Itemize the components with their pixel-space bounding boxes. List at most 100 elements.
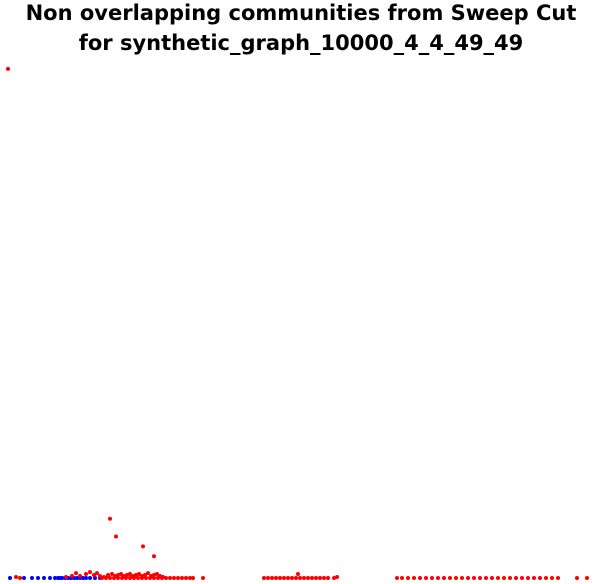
scatter-point-s1-84 xyxy=(412,576,416,580)
scatter-point-s1-59 xyxy=(191,576,195,580)
scatter-point-s1-17 xyxy=(106,573,110,577)
scatter-point-s1-27 xyxy=(137,572,141,576)
scatter-point-s1-97 xyxy=(490,576,494,580)
scatter-point-s1-13 xyxy=(92,573,96,577)
scatter-point-s1-14 xyxy=(95,571,99,576)
scatter-point-s1-71 xyxy=(302,576,306,580)
scatter-point-s1-54 xyxy=(172,576,176,580)
scatter-point-s1-89 xyxy=(442,576,446,580)
scatter-point-s1-8 xyxy=(70,574,74,578)
scatter-point-s1-39 xyxy=(112,576,116,580)
chart-title-line-1: Non overlapping communities from Sweep C… xyxy=(26,1,577,25)
scatter-point-s1-47 xyxy=(144,576,148,580)
scatter-point-s1-60 xyxy=(201,576,205,580)
scatter-point-s1-69 xyxy=(294,576,298,580)
scatter-point-s1-70 xyxy=(298,576,302,580)
scatter-point-s1-91 xyxy=(454,576,458,580)
scatter-point-s0-17 xyxy=(84,576,88,580)
scatter-point-s1-94 xyxy=(472,576,476,580)
scatter-point-s1-3 xyxy=(141,544,145,549)
scatter-point-s1-98 xyxy=(496,576,500,580)
scatter-point-s1-36 xyxy=(100,576,104,580)
scatter-point-s0-5 xyxy=(48,576,52,580)
scatter-point-s1-77 xyxy=(326,576,330,580)
scatter-point-s1-43 xyxy=(128,576,132,580)
scatter-point-s1-45 xyxy=(136,576,140,580)
scatter-point-s1-42 xyxy=(124,576,128,580)
scatter-point-s1-30 xyxy=(146,571,150,576)
scatter-point-s1-107 xyxy=(550,576,554,580)
scatter-point-s1-2 xyxy=(114,534,118,539)
scatter-point-s1-52 xyxy=(164,576,168,580)
scatter-point-s1-108 xyxy=(556,576,560,580)
scatter-point-s1-62 xyxy=(266,576,270,580)
scatter-point-s1-57 xyxy=(184,576,188,580)
scatter-point-s1-63 xyxy=(270,576,274,580)
scatter-point-s1-6 xyxy=(18,576,22,580)
scatter-point-s0-18 xyxy=(88,576,92,580)
scatter-point-s1-75 xyxy=(318,576,322,580)
scatter-point-s0-6 xyxy=(53,576,57,580)
scatter-point-s1-87 xyxy=(430,576,434,580)
scatter-point-s0-4 xyxy=(42,576,46,580)
scatter-point-s0-16 xyxy=(81,576,85,580)
scatter-point-s1-76 xyxy=(322,576,326,580)
scatter-point-s0-3 xyxy=(36,576,40,580)
scatter-point-s1-11 xyxy=(84,572,88,576)
chart-title-line-2: for synthetic_graph_10000_4_4_49_49 xyxy=(79,31,524,55)
scatter-point-s1-10 xyxy=(78,574,82,578)
scatter-point-s1-48 xyxy=(148,576,152,580)
scatter-point-s1-74 xyxy=(314,576,318,580)
scatter-point-s1-5 xyxy=(14,575,18,579)
scatter-point-s1-109 xyxy=(575,576,579,580)
scatter-point-s1-106 xyxy=(544,576,548,580)
scatter-point-s1-105 xyxy=(538,576,542,580)
scatter-point-s1-44 xyxy=(132,576,136,580)
scatter-point-s1-58 xyxy=(188,576,192,580)
scatter-point-s1-88 xyxy=(436,576,440,580)
scatter-point-s1-46 xyxy=(140,576,144,580)
scatter-point-s1-33 xyxy=(155,572,159,576)
scatter-point-s1-53 xyxy=(168,576,172,580)
scatter-point-s1-21 xyxy=(119,572,123,576)
scatter-point-s0-1 xyxy=(22,576,26,580)
scatter-point-s1-96 xyxy=(484,576,488,580)
scatter-point-s1-56 xyxy=(180,576,184,580)
scatter-point-s1-83 xyxy=(406,576,410,580)
scatter-point-s1-18 xyxy=(110,572,114,576)
scatter-point-s1-72 xyxy=(306,576,310,580)
scatter-point-s1-81 xyxy=(395,576,399,580)
scatter-point-s1-95 xyxy=(478,576,482,580)
scatter-point-s1-68 xyxy=(290,576,294,580)
scatter-point-s0-9 xyxy=(60,576,64,580)
scatter-point-s1-67 xyxy=(286,576,290,580)
scatter-point-s1-102 xyxy=(520,576,524,580)
scatter-point-s1-103 xyxy=(526,576,530,580)
scatter-point-s1-7 xyxy=(64,575,68,579)
scatter-point-s1-1 xyxy=(108,516,112,521)
scatter-point-s1-82 xyxy=(400,576,404,580)
scatter-point-s1-99 xyxy=(502,576,506,580)
scatter-point-s0-0 xyxy=(8,576,12,580)
scatter-point-s0-14 xyxy=(75,576,79,580)
scatter-point-s1-85 xyxy=(418,576,422,580)
scatter-point-s1-92 xyxy=(460,576,464,580)
scatter-point-s1-86 xyxy=(424,576,428,580)
scatter-point-s1-101 xyxy=(514,576,518,580)
scatter-point-s1-104 xyxy=(532,576,536,580)
scatter-point-s1-24 xyxy=(128,572,132,576)
scatter-point-s1-66 xyxy=(282,576,286,580)
scatter-point-s1-93 xyxy=(466,576,470,580)
plot-area xyxy=(6,66,589,580)
scatter-point-s1-41 xyxy=(120,576,124,580)
scatter-point-s1-100 xyxy=(508,576,512,580)
scatter-point-s1-40 xyxy=(116,576,120,580)
scatter-point-s1-9 xyxy=(74,571,78,576)
scatter-point-s1-49 xyxy=(152,576,156,580)
scatter-point-s1-80 xyxy=(335,575,339,579)
scatter-point-s1-37 xyxy=(104,576,108,580)
scatter-point-s1-90 xyxy=(448,576,452,580)
scatter-point-s1-51 xyxy=(160,576,164,580)
scatter-point-s1-65 xyxy=(278,576,282,580)
